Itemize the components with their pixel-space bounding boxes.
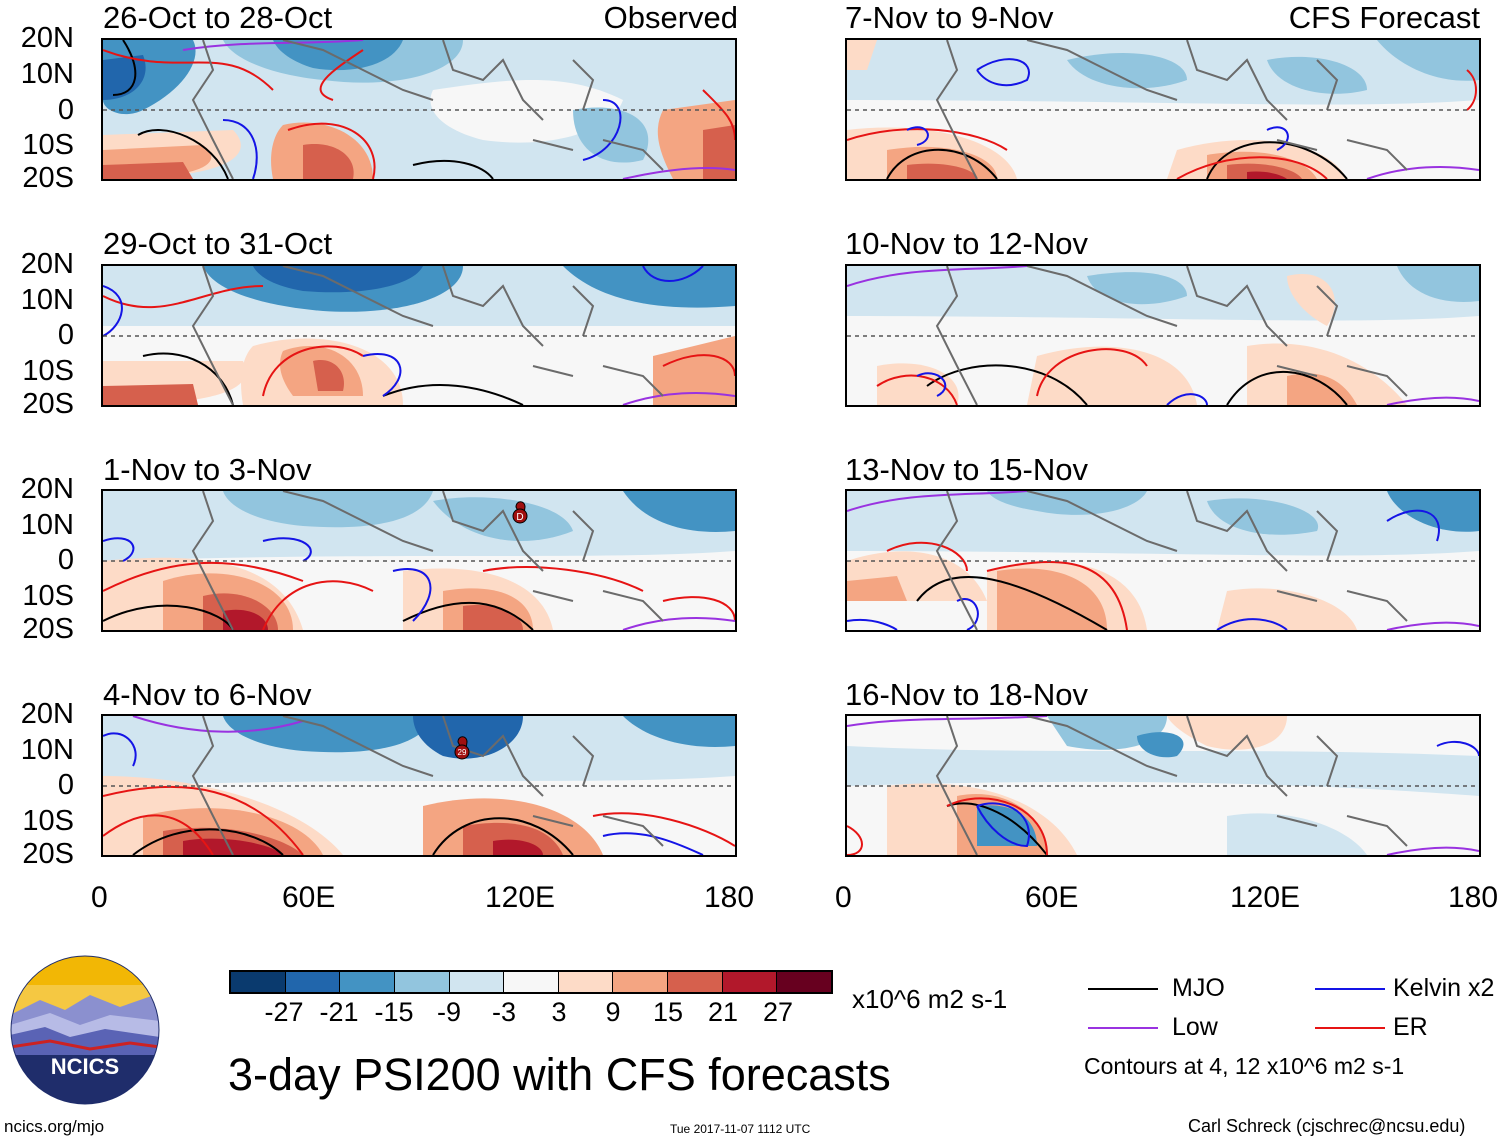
logo-text: NCICS (51, 1054, 119, 1079)
colorbar-tick: -9 (436, 997, 461, 1027)
lon-label: 120E (1230, 881, 1301, 914)
map-plot (103, 40, 735, 179)
lat-label: 0 (57, 544, 74, 576)
colorbar-tick: 15 (652, 997, 684, 1027)
colorbar-tick: -3 (491, 997, 516, 1027)
lon-label: 180 (704, 881, 755, 914)
lat-label: 10S (22, 580, 74, 612)
colorbar-swatch (394, 972, 450, 992)
lon-label: 0 (91, 881, 108, 914)
er-swatch (1315, 1027, 1385, 1029)
storm-marker-icon: 29 (454, 736, 470, 760)
legend-kelvin: Kelvin x2 (1393, 974, 1495, 1002)
storm-marker-icon: D (512, 501, 528, 524)
lat-label: 0 (57, 94, 74, 126)
map-plot (847, 491, 1479, 630)
panel-title: 1-Nov to 3-Nov (103, 452, 312, 487)
map-panel-forecast-4 (845, 714, 1481, 857)
map-panel-observed-2 (101, 264, 737, 407)
footer-author: Carl Schreck (cjschrec@ncsu.edu) (1188, 1116, 1466, 1136)
colorbar-tick: 27 (762, 997, 794, 1027)
colorbar-swatch (231, 972, 286, 992)
footer-timestamp: Tue 2017-11-07 1112 UTC (670, 1122, 811, 1136)
lon-label: 0 (835, 881, 852, 914)
colorbar-swatch (340, 972, 395, 992)
observed-label: Observed (603, 0, 738, 35)
map-panel-observed-1 (101, 38, 737, 181)
panel-title: 16-Nov to 18-Nov (845, 677, 1088, 712)
colorbar-tick: -15 (374, 997, 414, 1027)
colorbar-swatch (449, 972, 505, 992)
lat-label: 10S (22, 805, 74, 837)
lat-label: 10N (20, 734, 74, 766)
panel-title: 29-Oct to 31-Oct (103, 226, 333, 261)
map-panel-observed-4: 29 (101, 714, 737, 857)
map-plot (847, 266, 1479, 405)
mountain-logo-icon: NCICS (10, 955, 160, 1105)
lat-label: 20S (22, 388, 74, 420)
panel-title: 26-Oct to 28-Oct (103, 0, 333, 35)
footer-url[interactable]: ncics.org/mjo (4, 1117, 105, 1136)
map-panel-forecast-1 (845, 38, 1481, 181)
lon-label: 180 (1448, 881, 1499, 914)
lat-label: 10S (22, 129, 74, 161)
colorbar-tick: 21 (707, 997, 739, 1027)
map-plot (847, 40, 1479, 179)
main-title: 3-day PSI200 with CFS forecasts (228, 1049, 891, 1100)
lat-label: 10N (20, 58, 74, 90)
lat-label: 20N (20, 698, 74, 730)
map-panel-observed-3: D (101, 489, 737, 632)
storm-marker-label: D (516, 512, 523, 523)
forecast-label: CFS Forecast (1288, 0, 1480, 35)
map-plot (103, 266, 735, 405)
ncics-logo: NCICS (10, 955, 160, 1105)
panel-title: 13-Nov to 15-Nov (845, 452, 1088, 487)
lat-label: 10N (20, 284, 74, 316)
colorbar-swatch (285, 972, 341, 992)
colorbar-tick: 3 (551, 997, 567, 1027)
colorbar-units: x10^6 m2 s-1 (852, 984, 1008, 1014)
low-swatch (1088, 1027, 1158, 1029)
legend-mjo: MJO (1172, 974, 1225, 1002)
lat-label: 20N (20, 22, 74, 54)
colorbar (229, 970, 833, 994)
panel-title: 10-Nov to 12-Nov (845, 226, 1088, 261)
colorbar-swatch (722, 972, 778, 992)
lat-label: 0 (57, 319, 74, 351)
panel-title: 4-Nov to 6-Nov (103, 677, 312, 712)
legend-low: Low (1172, 1013, 1218, 1041)
colorbar-swatch (777, 972, 832, 992)
legend-er: ER (1393, 1013, 1428, 1041)
lat-label: 20S (22, 838, 74, 870)
panel-title: 7-Nov to 9-Nov (845, 0, 1054, 35)
lon-label: 60E (1025, 881, 1079, 914)
lat-label: 10S (22, 355, 74, 387)
lat-label: 20N (20, 248, 74, 280)
colorbar-swatch (613, 972, 669, 992)
map-panel-forecast-2 (845, 264, 1481, 407)
map-plot: 29 (103, 716, 735, 855)
lat-label: 20N (20, 473, 74, 505)
colorbar-tick: -27 (264, 997, 304, 1027)
colorbar-swatch (558, 972, 614, 992)
colorbar-tick: -21 (319, 997, 359, 1027)
map-panel-forecast-3 (845, 489, 1481, 632)
storm-marker-label: 29 (458, 748, 467, 757)
lat-label: 10N (20, 509, 74, 541)
lon-label: 120E (485, 881, 556, 914)
mjo-swatch (1088, 988, 1158, 990)
colorbar-tick: 9 (605, 997, 621, 1027)
lon-label: 60E (282, 881, 336, 914)
lat-label: 20S (22, 162, 74, 194)
lat-label: 0 (57, 769, 74, 801)
map-plot: D (103, 491, 735, 630)
kelvin-swatch (1315, 988, 1385, 990)
legend-note: Contours at 4, 12 x10^6 m2 s-1 (1084, 1053, 1405, 1079)
lat-label: 20S (22, 613, 74, 645)
map-plot (847, 716, 1479, 855)
colorbar-swatch (504, 972, 559, 992)
colorbar-swatch (668, 972, 723, 992)
